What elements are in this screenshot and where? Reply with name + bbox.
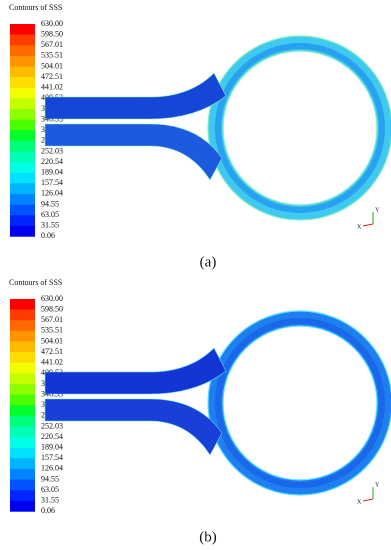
- legend-swatch: [10, 24, 35, 35]
- legend-swatch: [10, 352, 35, 364]
- panel-title: Contours of SSS: [9, 278, 62, 287]
- legend-label: 189.04: [41, 168, 63, 177]
- legend-label: 535.51: [41, 51, 63, 60]
- legend-swatch: [10, 151, 35, 163]
- legend-swatch: [10, 330, 35, 342]
- legend-label: 441.02: [41, 83, 63, 92]
- legend-swatch: [10, 34, 35, 46]
- legend-swatch: [10, 215, 35, 227]
- legend-swatch: [10, 468, 35, 480]
- ring-inner-band: [215, 43, 385, 213]
- legend-label: 126.04: [41, 189, 63, 198]
- legend-label: 598.50: [41, 304, 63, 313]
- legend-swatch: [10, 77, 35, 89]
- legend-label: 220.54: [41, 432, 63, 441]
- axis-x: [362, 223, 374, 227]
- ring-inner-band: [215, 318, 385, 488]
- panel-title: Contours of SSS: [9, 3, 62, 12]
- axis-label: X: [357, 499, 362, 505]
- legend-label: 0.06: [41, 231, 55, 240]
- legend-label: 504.01: [41, 336, 63, 345]
- legend-label: 472.51: [41, 347, 63, 356]
- inlet-pipe: [44, 347, 227, 395]
- legend-swatch: [10, 426, 35, 438]
- legend-label: 252.03: [41, 146, 63, 155]
- legend-swatch: [10, 119, 35, 131]
- legend-label: 472.51: [41, 72, 63, 81]
- legend-label: 630.00: [41, 294, 63, 303]
- legend-label: 220.54: [41, 157, 63, 166]
- legend-swatch: [10, 309, 35, 321]
- legend-swatch: [10, 193, 35, 205]
- inlet-pipe: [44, 72, 227, 120]
- legend-swatch: [10, 183, 35, 195]
- legend-swatch: [10, 405, 35, 417]
- legend-swatch: [10, 98, 35, 110]
- legend-swatch: [10, 66, 35, 78]
- outlet-pipe: [44, 123, 223, 181]
- axis-label: Y: [375, 207, 380, 213]
- legend-swatch: [10, 341, 35, 353]
- legend-label: 31.55: [41, 496, 59, 505]
- legend-swatch: [10, 162, 35, 173]
- legend-label: 189.04: [41, 443, 63, 452]
- legend-label: 63.05: [41, 485, 59, 494]
- legend-swatch: [10, 447, 35, 459]
- legend-swatch: [10, 320, 35, 332]
- legend-label: 504.01: [41, 61, 63, 70]
- legend-swatch: [10, 299, 35, 310]
- legend-swatch: [10, 437, 35, 448]
- legend-swatch: [10, 479, 35, 491]
- legend-swatch: [10, 225, 35, 237]
- legend-swatch: [10, 373, 35, 385]
- legend-swatch: [10, 172, 35, 184]
- legend-swatch: [10, 55, 35, 67]
- legend-swatch: [10, 45, 35, 57]
- legend-label: 126.04: [41, 464, 63, 473]
- legend-swatch: [10, 458, 35, 470]
- legend-swatch: [10, 140, 35, 152]
- legend-label: 598.50: [41, 29, 63, 38]
- legend-label: 63.05: [41, 210, 59, 219]
- legend-label: 31.55: [41, 221, 59, 230]
- legend-swatch: [10, 108, 35, 120]
- legend-swatch: [10, 500, 35, 512]
- legend-swatch: [10, 415, 35, 427]
- legend-label: 630.00: [41, 19, 63, 28]
- legend-label: 94.55: [41, 474, 59, 483]
- legend-swatch: [10, 362, 35, 374]
- legend-label: 567.01: [41, 40, 63, 49]
- panel-caption: (a): [200, 254, 217, 270]
- legend-label: 252.03: [41, 421, 63, 430]
- legend-swatch: [10, 87, 35, 99]
- legend-label: 157.54: [41, 453, 63, 462]
- legend-swatch: [10, 383, 35, 395]
- panel-caption: (b): [199, 529, 217, 545]
- outlet-pipe: [44, 398, 223, 456]
- legend-label: 535.51: [41, 326, 63, 335]
- legend-swatch: [10, 394, 35, 406]
- legend-label: 94.55: [41, 199, 59, 208]
- legend-label: 441.02: [41, 358, 63, 367]
- axis-label: X: [357, 224, 362, 230]
- axis-label: Y: [375, 482, 380, 488]
- ring: [207, 35, 391, 221]
- legend-label: 567.01: [41, 315, 63, 324]
- legend-swatch: [10, 490, 35, 502]
- axis-x: [362, 498, 374, 502]
- legend-swatch: [10, 204, 35, 216]
- legend-label: 157.54: [41, 178, 63, 187]
- legend-label: 0.06: [41, 506, 55, 515]
- legend-swatch: [10, 130, 35, 142]
- ring: [207, 310, 391, 496]
